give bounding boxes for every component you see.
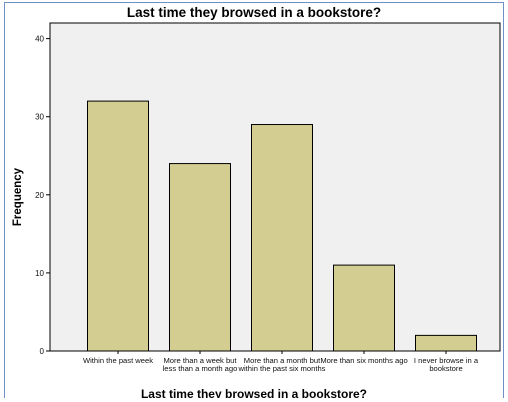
y-tick-label: 40 xyxy=(35,35,44,44)
chart-window: Last time they browsed in a bookstore? F… xyxy=(4,2,504,398)
x-tick-label: Within the past week xyxy=(82,356,154,365)
x-axis-label: Last time they browsed in a bookstore? xyxy=(140,387,368,398)
y-tick-label: 10 xyxy=(35,269,44,278)
bar xyxy=(251,124,313,352)
bar-chart: 0 10 20 30 40 xyxy=(35,22,501,356)
chart-title: Last time they browsed in a bookstore? xyxy=(126,5,382,20)
x-tick-label: More than a week but less than a month a… xyxy=(162,356,238,373)
y-tick-label: 0 xyxy=(40,347,45,356)
bar xyxy=(169,163,231,352)
bar xyxy=(87,100,149,352)
y-tick-label: 30 xyxy=(35,113,44,122)
bar xyxy=(333,264,395,352)
y-tick-label: 20 xyxy=(35,191,44,200)
x-tick-label: More than six months ago xyxy=(320,356,408,365)
x-tick-label: More than a month but within the past si… xyxy=(238,356,326,373)
bar xyxy=(415,334,477,352)
x-tick-label: I never browse in a bookstore xyxy=(413,356,479,373)
